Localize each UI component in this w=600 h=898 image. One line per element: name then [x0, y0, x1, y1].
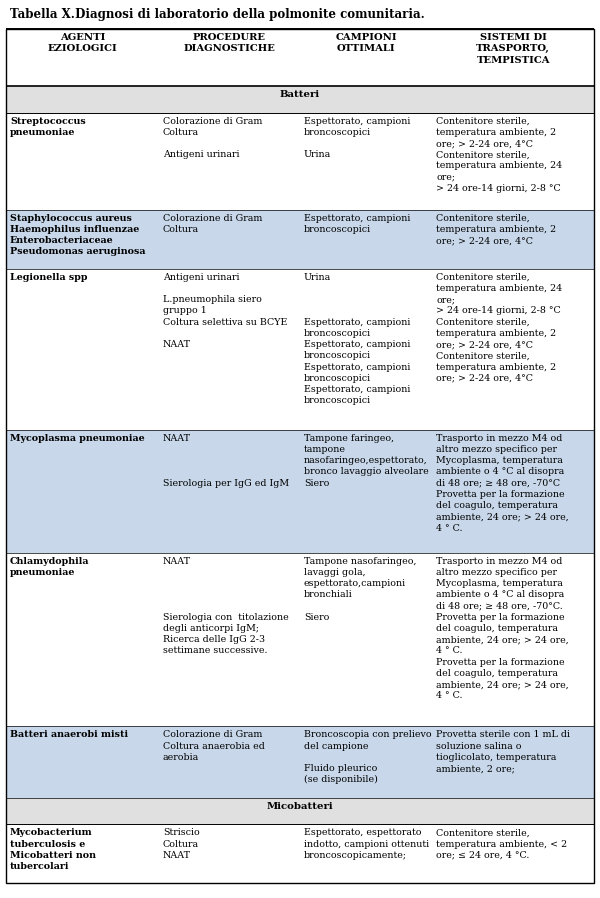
Bar	[6, 210, 594, 269]
Bar	[6, 86, 594, 112]
Text: Espettorato, campioni
broncoscopici
 
Urina: Espettorato, campioni broncoscopici Urin…	[304, 117, 410, 159]
Text: SISTEMI DI
TRASPORTO,
TEMPISTICA: SISTEMI DI TRASPORTO, TEMPISTICA	[476, 33, 550, 65]
Text: Contenitore sterile,
temperatura ambiente, < 2
ore; ≤ 24 ore, 4 °C.: Contenitore sterile, temperatura ambient…	[436, 829, 568, 860]
Text: Batteri anaerobi misti: Batteri anaerobi misti	[10, 730, 128, 739]
Text: Mycobacterium
tuberculosis e
Micobatteri non
tubercolari: Mycobacterium tuberculosis e Micobatteri…	[10, 829, 96, 871]
Text: Tabella X.: Tabella X.	[10, 8, 75, 21]
Text: AGENTI
EZIOLOGICI: AGENTI EZIOLOGICI	[47, 33, 118, 53]
Text: Trasporto in mezzo M4 od
altro mezzo specifico per
Mycoplasma, temperatura
ambie: Trasporto in mezzo M4 od altro mezzo spe…	[436, 557, 569, 700]
Text: Tampone nasofaringeo,
lavaggi gola,
espettorato,campioni
bronchiali
 
Siero: Tampone nasofaringeo, lavaggi gola, espe…	[304, 557, 416, 621]
Bar	[6, 112, 594, 210]
Text: Legionella spp: Legionella spp	[10, 273, 88, 282]
Text: Provetta sterile con 1 mL di
soluzione salina o
tioglicolato, temperatura
ambien: Provetta sterile con 1 mL di soluzione s…	[436, 730, 570, 773]
Bar	[6, 29, 594, 86]
Bar	[6, 824, 594, 884]
Text: NAAT
 
 
 
Sierologia per IgG ed IgM: NAAT Sierologia per IgG ed IgM	[163, 434, 289, 488]
Text: Colorazione di Gram
Coltura anaerobia ed
aerobia: Colorazione di Gram Coltura anaerobia ed…	[163, 730, 265, 762]
Text: Chlamydophila
pneumoniae: Chlamydophila pneumoniae	[10, 557, 89, 577]
Text: Colorazione di Gram
Coltura: Colorazione di Gram Coltura	[163, 214, 262, 234]
Text: CAMPIONI
OTTIMALI: CAMPIONI OTTIMALI	[335, 33, 397, 53]
Bar	[6, 552, 594, 726]
Text: Espettorato, campioni
broncoscopici: Espettorato, campioni broncoscopici	[304, 214, 410, 234]
Text: Contenitore sterile,
temperatura ambiente, 2
ore; > 2-24 ore, 4°C: Contenitore sterile, temperatura ambient…	[436, 214, 556, 245]
Text: Staphylococcus aureus
Haemophilus influenzae
Enterobacteriaceae
Pseudomonas aeru: Staphylococcus aureus Haemophilus influe…	[10, 214, 146, 257]
Text: Batteri: Batteri	[280, 90, 320, 99]
Text: NAAT
 
 
 
 
Sierologia con  titolazione
degli anticorpi IgM;
Ricerca delle IgG : NAAT Sierologia con titolazione degli an…	[163, 557, 289, 656]
Text: Trasporto in mezzo M4 od
altro mezzo specifico per
Mycoplasma, temperatura
ambie: Trasporto in mezzo M4 od altro mezzo spe…	[436, 434, 569, 533]
Bar	[6, 430, 594, 552]
Text: Mycoplasma pneumoniae: Mycoplasma pneumoniae	[10, 434, 145, 443]
Bar	[6, 726, 594, 798]
Text: Espettorato, espettorato
indotto, campioni ottenuti
broncoscopicamente;: Espettorato, espettorato indotto, campio…	[304, 829, 429, 860]
Text: Micobatteri: Micobatteri	[266, 802, 334, 811]
Text: Contenitore sterile,
temperatura ambiente, 24
ore;
> 24 ore-14 giorni, 2-8 °C
Co: Contenitore sterile, temperatura ambient…	[436, 273, 562, 383]
Text: Streptococcus
pneumoniae: Streptococcus pneumoniae	[10, 117, 86, 136]
Bar	[6, 798, 594, 824]
Text: Broncoscopia con prelievo
del campione
 
Fluido pleurico
(se disponibile): Broncoscopia con prelievo del campione F…	[304, 730, 431, 784]
Text: Urina
 
 
 
Espettorato, campioni
broncoscopici
Espettorato, campioni
broncoscop: Urina Espettorato, campioni broncoscopic…	[304, 273, 410, 405]
Text: Antigeni urinari
 
L.pneumophila siero
gruppo 1
Coltura selettiva su BCYE
 
NAAT: Antigeni urinari L.pneumophila siero gru…	[163, 273, 287, 349]
Text: Contenitore sterile,
temperatura ambiente, 2
ore; > 2-24 ore, 4°C
Contenitore st: Contenitore sterile, temperatura ambient…	[436, 117, 562, 193]
Bar	[6, 269, 594, 430]
Text: Striscio
Coltura
NAAT: Striscio Coltura NAAT	[163, 829, 200, 860]
Text: Colorazione di Gram
Coltura
 
Antigeni urinari: Colorazione di Gram Coltura Antigeni uri…	[163, 117, 262, 159]
Text: Tampone faringeo,
tampone
nasofaringeo,espettorato,
bronco lavaggio alveolare
Si: Tampone faringeo, tampone nasofaringeo,e…	[304, 434, 429, 488]
Text: Diagnosi di laboratorio della polmonite comunitaria.: Diagnosi di laboratorio della polmonite …	[71, 8, 425, 21]
Text: PROCEDURE
DIAGNOSTICHE: PROCEDURE DIAGNOSTICHE	[184, 33, 275, 53]
